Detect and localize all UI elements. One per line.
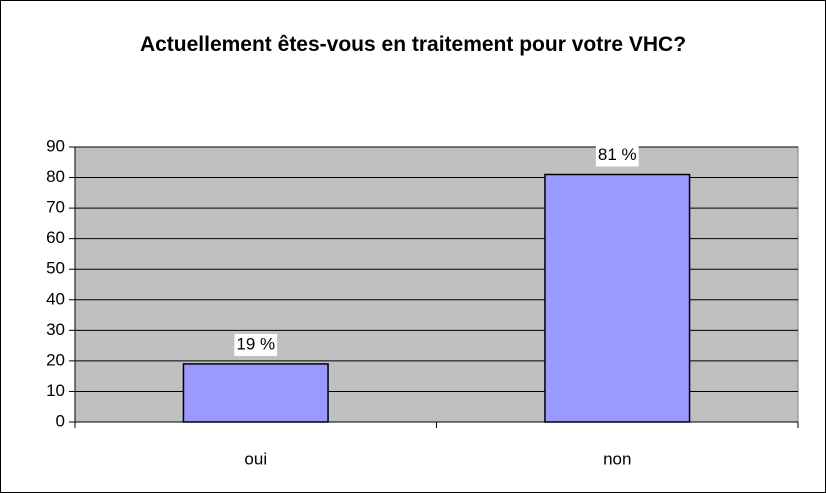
y-tick-label: 10 xyxy=(46,381,65,400)
y-tick-label: 30 xyxy=(46,320,65,339)
y-tick-label: 0 xyxy=(56,411,65,430)
value-label: 81 % xyxy=(598,145,637,164)
x-tick-label: non xyxy=(603,449,631,468)
y-tick-label: 60 xyxy=(46,228,65,247)
y-tick-label: 80 xyxy=(46,167,65,186)
value-label-bg xyxy=(234,333,278,356)
bar xyxy=(182,363,329,423)
chart-title: Actuellement êtes-vous en traitement pou… xyxy=(139,33,687,56)
x-tick-label: oui xyxy=(244,449,267,468)
value-label: 19 % xyxy=(236,334,275,353)
bar xyxy=(544,173,691,423)
y-tick-label: 90 xyxy=(46,136,65,155)
y-tick-label: 70 xyxy=(46,198,65,217)
value-label-bg xyxy=(595,144,639,167)
y-tick-label: 20 xyxy=(46,350,65,369)
y-tick-label: 50 xyxy=(46,259,65,278)
y-tick-label: 40 xyxy=(46,289,65,308)
